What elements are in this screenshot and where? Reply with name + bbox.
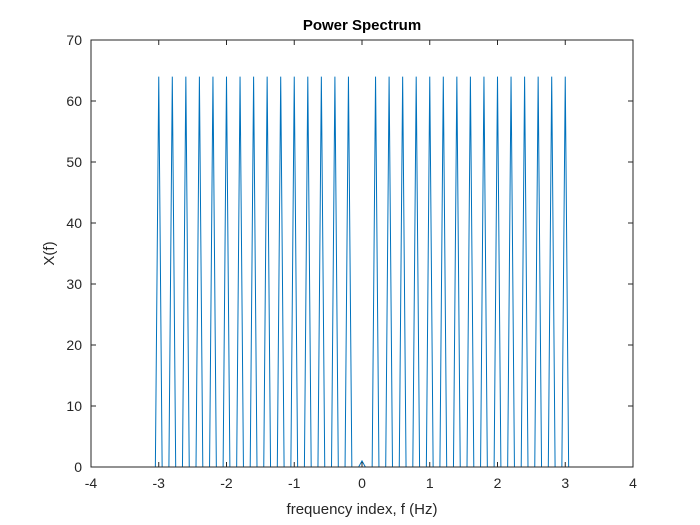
x-tick-label-6: 2 — [494, 475, 502, 491]
y-tick-label-7: 70 — [66, 32, 82, 48]
y-tick-label-6: 60 — [66, 93, 82, 109]
y-tick-label-3: 30 — [66, 276, 82, 292]
x-tick-label-0: -4 — [85, 475, 98, 491]
x-tick-label-7: 3 — [561, 475, 569, 491]
y-tick-label-1: 10 — [66, 398, 82, 414]
axes-layer — [90, 39, 634, 468]
x-axis-label: frequency index, f (Hz) — [287, 501, 438, 518]
y-tick-label-4: 40 — [66, 215, 82, 231]
y-axis-label: X(f) — [41, 241, 58, 265]
y-tick-label-2: 20 — [66, 337, 82, 353]
x-tick-label-3: -1 — [288, 475, 301, 491]
y-tick-label-5: 50 — [66, 154, 82, 170]
plot-area — [91, 40, 633, 467]
x-tick-label-5: 1 — [426, 475, 434, 491]
y-tick-labels: 0 10 20 30 40 50 60 70 — [66, 32, 82, 475]
y-tick-label-0: 0 — [74, 459, 82, 475]
x-tick-labels: -4 -3 -2 -1 0 1 2 3 4 — [85, 475, 637, 491]
x-tick-label-2: -2 — [220, 475, 233, 491]
x-tick-label-4: 0 — [358, 475, 366, 491]
x-tick-label-8: 4 — [629, 475, 637, 491]
x-tick-label-1: -3 — [153, 475, 166, 491]
chart-title: Power Spectrum — [303, 17, 421, 34]
